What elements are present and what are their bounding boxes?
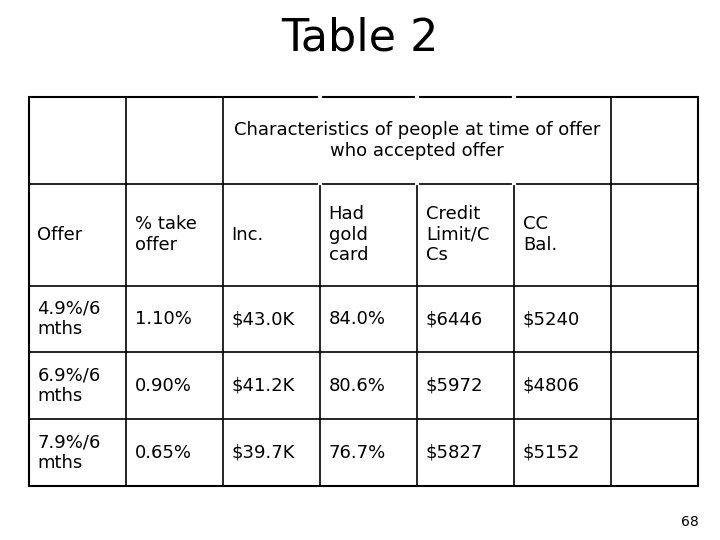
Text: Credit
Limit/C
Cs: Credit Limit/C Cs [426,205,489,265]
Text: $5827: $5827 [426,444,483,462]
Text: $41.2K: $41.2K [232,377,295,395]
Text: Inc.: Inc. [232,226,264,244]
Text: CC
Bal.: CC Bal. [523,215,557,254]
Text: 0.65%: 0.65% [135,444,192,462]
Text: $5972: $5972 [426,377,483,395]
Text: 1.10%: 1.10% [135,310,192,328]
Text: 0.90%: 0.90% [135,377,192,395]
Text: $6446: $6446 [426,310,483,328]
Text: Had
gold
card: Had gold card [329,205,368,265]
Text: $4806: $4806 [523,377,580,395]
Text: Table 2: Table 2 [282,16,438,59]
Text: 80.6%: 80.6% [329,377,386,395]
Text: 84.0%: 84.0% [329,310,386,328]
Text: 4.9%/6
mths: 4.9%/6 mths [37,300,101,339]
Text: 6.9%/6
mths: 6.9%/6 mths [37,367,101,405]
Text: % take
offer: % take offer [135,215,197,254]
Text: 7.9%/6
mths: 7.9%/6 mths [37,433,101,472]
Text: Characteristics of people at time of offer
who accepted offer: Characteristics of people at time of off… [234,121,600,160]
Text: $5152: $5152 [523,444,580,462]
Text: Offer: Offer [37,226,83,244]
Text: $39.7K: $39.7K [232,444,295,462]
Text: $5240: $5240 [523,310,580,328]
Text: 68: 68 [680,515,698,529]
Text: $43.0K: $43.0K [232,310,295,328]
Text: 76.7%: 76.7% [329,444,386,462]
